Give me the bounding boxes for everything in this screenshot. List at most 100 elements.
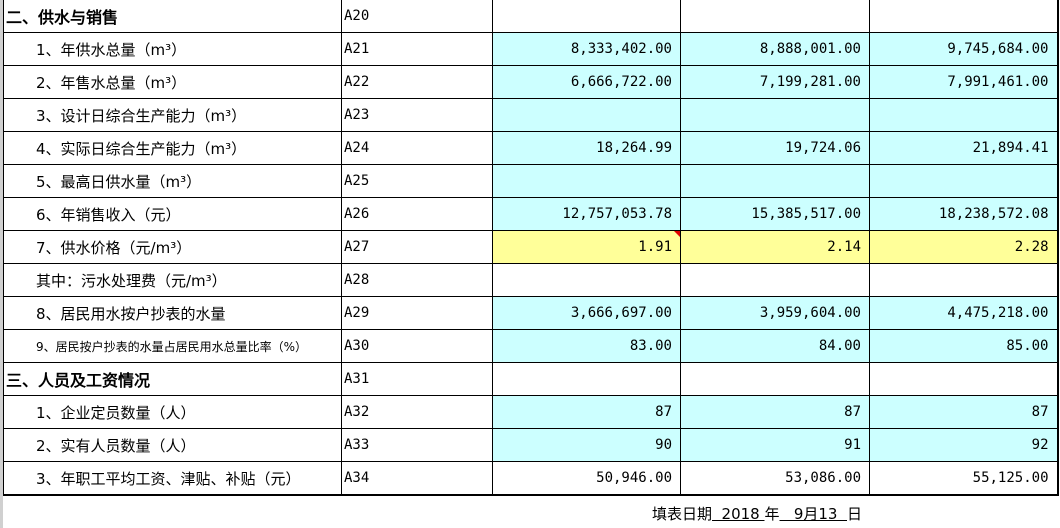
row-label[interactable]: 3、设计日综合生产能力（m³） [3, 98, 342, 132]
value-cell-year-3[interactable]: 18,238,572.08 [869, 197, 1059, 231]
row-code[interactable]: A26 [341, 197, 493, 231]
table-row: 2、实有人员数量（人） A33 90 91 92 [3, 428, 1059, 462]
row-code[interactable]: A33 [341, 428, 493, 462]
value-cell-year-3[interactable]: 9,745,684.00 [869, 32, 1059, 66]
value-cell-year-3[interactable] [869, 164, 1059, 198]
row-code[interactable]: A20 [341, 0, 493, 33]
fill-date-year[interactable]: 2018 [712, 505, 765, 523]
row-code[interactable]: A29 [341, 296, 493, 330]
value-cell-year-2[interactable] [680, 362, 870, 396]
cell-value: 91 [844, 437, 861, 453]
row-code[interactable]: A23 [341, 98, 493, 132]
value-cell-year-1[interactable]: 90 [492, 428, 681, 462]
row-label[interactable]: 6、年销售收入（元） [3, 197, 342, 231]
table-row: 二、供水与销售 A20 [3, 0, 1059, 33]
cell-value: 53,086.00 [785, 470, 861, 486]
table-row: 5、最高日供水量（m³） A25 [3, 164, 1059, 198]
cell-value: 12,757,053.78 [562, 206, 672, 222]
cell-value: 83.00 [629, 338, 672, 354]
table-row: 9、居民按户抄表的水量占居民用水总量比率（%） A30 83.00 84.00 85.0… [3, 329, 1059, 363]
value-cell-year-1[interactable]: 87 [492, 395, 681, 429]
table-row: 其中：污水处理费（元/m³） A28 [3, 263, 1059, 297]
row-code[interactable]: A30 [341, 329, 493, 363]
row-label[interactable]: 5、最高日供水量（m³） [3, 164, 342, 198]
value-cell-year-1[interactable] [492, 164, 681, 198]
value-cell-year-2[interactable] [680, 263, 870, 297]
value-cell-year-2[interactable] [680, 0, 870, 33]
value-cell-year-1[interactable] [492, 263, 681, 297]
row-code[interactable]: A22 [341, 65, 493, 99]
value-cell-year-1[interactable] [492, 362, 681, 396]
table-row: 6、年销售收入（元） A26 12,757,053.78 15,385,517.00 1… [3, 197, 1059, 231]
row-label[interactable]: 7、供水价格（元/m³） [3, 230, 342, 264]
table-row: 4、实际日综合生产能力（m³） A24 18,264.99 19,724.06 21,8… [3, 131, 1059, 165]
value-cell-year-3[interactable] [869, 98, 1059, 132]
row-code[interactable]: A31 [341, 362, 493, 396]
row-code[interactable]: A27 [341, 230, 493, 264]
row-label[interactable]: 9、居民按户抄表的水量占居民用水总量比率（%） [3, 329, 342, 363]
row-label[interactable]: 8、居民用水按户抄表的水量 [3, 296, 342, 330]
value-cell-year-1[interactable]: 83.00 [492, 329, 681, 363]
value-cell-year-3[interactable]: 92 [869, 428, 1059, 462]
table-row: 1、年供水总量（m³） A21 8,333,402.00 8,888,001.00 9,… [3, 32, 1059, 66]
row-code[interactable]: A34 [341, 461, 493, 496]
value-cell-year-1[interactable]: 6,666,722.00 [492, 65, 681, 99]
row-label[interactable]: 其中：污水处理费（元/m³） [3, 263, 342, 297]
value-cell-year-2[interactable]: 84.00 [680, 329, 870, 363]
fill-date-month-day[interactable]: 9月13 [779, 505, 847, 523]
value-cell-year-2[interactable]: 87 [680, 395, 870, 429]
value-cell-year-3[interactable]: 87 [869, 395, 1059, 429]
value-cell-year-2[interactable]: 91 [680, 428, 870, 462]
value-cell-year-2[interactable]: 8,888,001.00 [680, 32, 870, 66]
cell-value: 87 [844, 404, 861, 420]
value-cell-year-3[interactable] [869, 0, 1059, 33]
value-cell-year-2[interactable] [680, 98, 870, 132]
table-row: 三、人员及工资情况 A31 [3, 362, 1059, 396]
value-cell-year-1[interactable]: 8,333,402.00 [492, 32, 681, 66]
row-code[interactable]: A25 [341, 164, 493, 198]
value-cell-year-1[interactable]: 3,666,697.00 [492, 296, 681, 330]
row-label[interactable]: 1、企业定员数量（人） [3, 395, 342, 429]
value-cell-year-2[interactable] [680, 164, 870, 198]
value-cell-year-2[interactable]: 15,385,517.00 [680, 197, 870, 231]
row-label[interactable]: 二、供水与销售 [3, 0, 342, 33]
value-cell-year-3[interactable] [869, 263, 1059, 297]
value-cell-year-2[interactable]: 3,959,604.00 [680, 296, 870, 330]
value-cell-year-3[interactable]: 21,894.41 [869, 131, 1059, 165]
value-cell-year-1[interactable]: 12,757,053.78 [492, 197, 681, 231]
row-label[interactable]: 三、人员及工资情况 [3, 362, 342, 396]
value-cell-year-2[interactable]: 2.14 [680, 230, 870, 264]
row-code[interactable]: A32 [341, 395, 493, 429]
value-cell-year-2[interactable]: 19,724.06 [680, 131, 870, 165]
cell-value: 18,264.99 [596, 140, 672, 156]
value-cell-year-3[interactable]: 85.00 [869, 329, 1059, 363]
value-cell-year-1[interactable] [492, 0, 681, 33]
row-label[interactable]: 2、实有人员数量（人） [3, 428, 342, 462]
value-cell-year-3[interactable]: 7,991,461.00 [869, 65, 1059, 99]
row-code[interactable]: A28 [341, 263, 493, 297]
cell-value: 85.00 [1006, 338, 1049, 354]
value-cell-year-2[interactable]: 7,199,281.00 [680, 65, 870, 99]
value-cell-year-3[interactable] [869, 362, 1059, 396]
comment-indicator-icon[interactable] [674, 231, 680, 237]
cell-value: 4,475,218.00 [947, 305, 1049, 321]
row-label[interactable]: 4、实际日综合生产能力（m³） [3, 131, 342, 165]
row-label[interactable]: 2、年售水总量（m³） [3, 65, 342, 99]
table-row: 8、居民用水按户抄表的水量 A29 3,666,697.00 3,959,604.00… [3, 296, 1059, 330]
value-cell-year-1[interactable]: 1.91 [492, 230, 681, 264]
row-code[interactable]: A21 [341, 32, 493, 66]
value-cell-year-3[interactable]: 55,125.00 [869, 461, 1059, 496]
row-label[interactable]: 3、年职工平均工资、津贴、补贴（元） [3, 461, 342, 496]
value-cell-year-1[interactable]: 18,264.99 [492, 131, 681, 165]
value-cell-year-3[interactable]: 4,475,218.00 [869, 296, 1059, 330]
cell-value: 1.91 [638, 239, 672, 255]
row-label[interactable]: 1、年供水总量（m³） [3, 32, 342, 66]
cell-value: 92 [1031, 437, 1049, 453]
row-code[interactable]: A24 [341, 131, 493, 165]
value-cell-year-1[interactable] [492, 98, 681, 132]
table-row: 7、供水价格（元/m³） A27 1.91 2.14 2.28 [3, 230, 1059, 264]
value-cell-year-3[interactable]: 2.28 [869, 230, 1059, 264]
cell-value: 6,666,722.00 [570, 74, 672, 90]
value-cell-year-1[interactable]: 50,946.00 [492, 461, 681, 496]
value-cell-year-2[interactable]: 53,086.00 [680, 461, 870, 496]
